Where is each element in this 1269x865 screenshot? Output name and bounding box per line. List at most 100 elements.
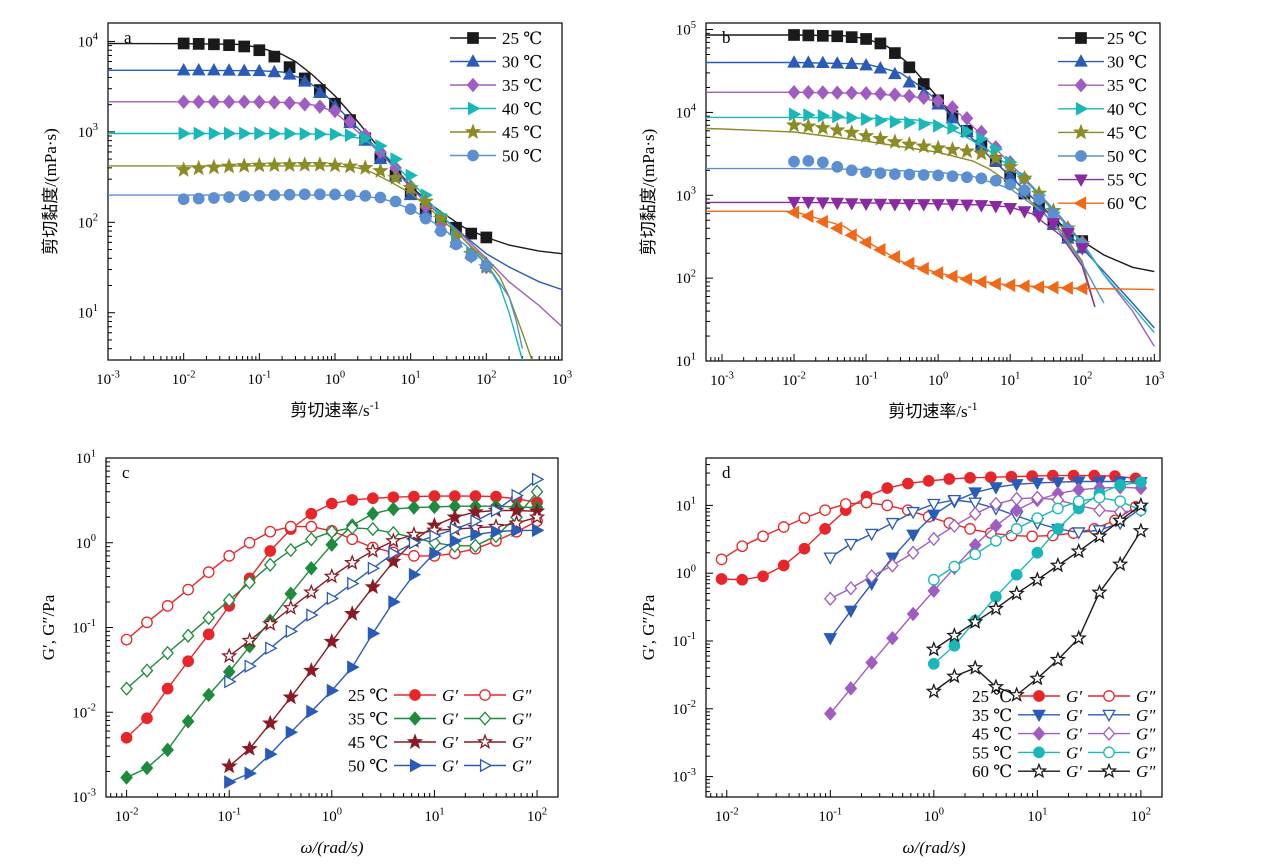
data-point [120, 633, 133, 646]
y-tick-label: 101 [676, 496, 696, 515]
y-tick-label: 10-3 [72, 787, 96, 806]
data-point [927, 531, 941, 547]
series-line [228, 478, 538, 683]
legend-marker [478, 711, 492, 726]
data-point [208, 126, 222, 141]
data-point [787, 85, 801, 100]
data-point [1132, 522, 1150, 538]
legend-marker [1100, 762, 1118, 779]
data-point [313, 99, 327, 114]
axis-ticks-c [106, 457, 538, 798]
data-point [252, 63, 267, 77]
legend-d: 25 ℃ G′ G″ 35 ℃ G′ G″ 45 ℃ G′ G″ 55 ℃ G′ G″ 60 ℃ G′ G″ [972, 687, 1156, 781]
data-point [404, 203, 417, 215]
data-point [715, 553, 728, 566]
panel-label: a [124, 28, 132, 47]
data-point [964, 471, 976, 484]
y-tick-label: 100 [76, 533, 96, 552]
data-point [918, 117, 932, 132]
data-point [313, 85, 327, 98]
y-tick-label: 101 [78, 303, 98, 322]
data-point [885, 517, 900, 531]
legend-temp: 25 ℃ [972, 687, 1012, 706]
data-point [902, 88, 916, 104]
data-point [344, 189, 356, 201]
data-point [798, 542, 811, 555]
legend-marker [1102, 709, 1116, 723]
data-point [1016, 169, 1033, 186]
series-c [224, 523, 545, 789]
panel-label: b [722, 28, 731, 47]
y-axis-title: G′, G″/Pa [39, 594, 58, 660]
data-point [161, 682, 174, 695]
legend-marker [1075, 150, 1087, 162]
data-point [801, 196, 816, 210]
data-point [787, 55, 801, 68]
data-point [241, 740, 258, 756]
data-point [176, 62, 191, 76]
data-point [873, 61, 888, 74]
series-line [829, 499, 1142, 559]
data-point [902, 477, 914, 490]
data-point [844, 198, 859, 211]
data-point [408, 535, 422, 550]
y-tick-label: 10-1 [72, 618, 96, 637]
data-point [1047, 207, 1060, 220]
data-point [470, 514, 483, 528]
legend-marker [1033, 746, 1045, 759]
data-point [470, 527, 483, 542]
data-point [1031, 512, 1044, 524]
data-point [788, 29, 800, 41]
data-point [465, 227, 478, 240]
data-point [777, 559, 790, 572]
data-point [715, 573, 728, 585]
data-point [222, 592, 236, 608]
data-point [958, 142, 976, 159]
legend-g1: G′ [1066, 706, 1082, 725]
panel-b: 10-3 10-2 10-1 100 101 102 103 101 102 103 104 105 剪… [639, 20, 1164, 421]
data-point [341, 157, 359, 174]
data-point [916, 199, 931, 212]
legend-label: 35 ℃ [1107, 76, 1147, 95]
data-point [387, 491, 400, 504]
data-point [304, 532, 318, 547]
legend-label: 45 ℃ [502, 123, 542, 142]
data-point [839, 498, 852, 510]
data-point [223, 126, 237, 141]
data-point [244, 766, 257, 781]
data-point [268, 95, 281, 110]
data-point [480, 231, 493, 244]
data-point [886, 558, 899, 573]
data-point [178, 126, 191, 141]
data-point [823, 633, 838, 646]
legend-marker [1103, 690, 1115, 702]
data-point [1032, 211, 1046, 224]
data-point [903, 61, 916, 74]
data-point [1060, 281, 1073, 295]
legend-g1: G′ [1066, 725, 1082, 744]
legend-marker [1075, 32, 1087, 44]
data-point [141, 616, 153, 629]
data-point [323, 633, 340, 649]
legend-g1: G′ [442, 710, 458, 729]
data-point [285, 725, 299, 740]
data-point [303, 583, 320, 600]
data-point [480, 259, 493, 272]
legend-marker [408, 711, 422, 726]
data-point [364, 578, 382, 595]
fit-line [108, 165, 533, 360]
data-point [815, 214, 828, 229]
data-point [948, 560, 961, 573]
data-point [888, 66, 902, 80]
data-point [816, 29, 829, 42]
data-point [177, 193, 190, 206]
data-point [347, 576, 360, 591]
data-point [865, 569, 878, 584]
y-tick-label: 101 [76, 448, 96, 467]
x-axis-title: 剪切速率/s-1 [290, 398, 379, 420]
data-point [1031, 490, 1044, 505]
data-point [916, 261, 929, 276]
data-point [344, 554, 361, 570]
data-point [889, 168, 901, 180]
